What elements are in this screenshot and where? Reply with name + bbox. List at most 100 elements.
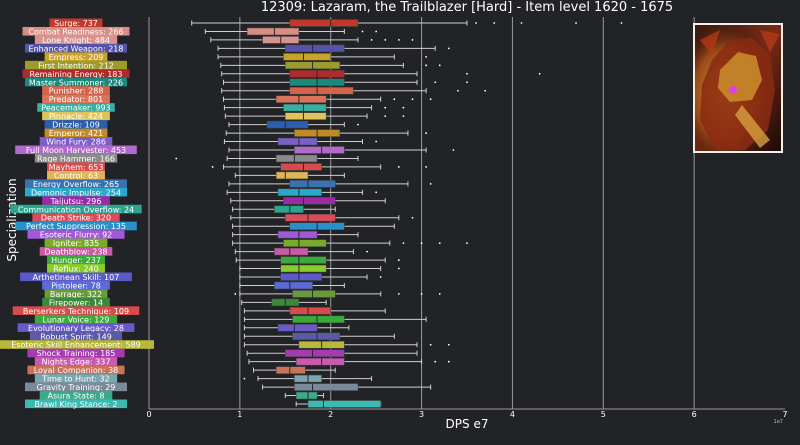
spec-label: Master Summoner: 226 xyxy=(29,78,123,87)
spec-label-bg xyxy=(44,128,108,138)
iqr-box xyxy=(292,315,345,324)
outlier-point xyxy=(234,293,237,295)
spec-label: Deathblow: 238 xyxy=(45,248,108,257)
iqr-box xyxy=(285,112,327,120)
spec-label: Communication Overflow: 24 xyxy=(18,205,134,214)
iqr-box xyxy=(295,391,318,400)
iqr-box xyxy=(280,163,322,171)
iqr-box xyxy=(275,366,306,374)
iqr-box xyxy=(289,307,331,315)
spec-label: Remaining Energy: 183 xyxy=(30,70,123,79)
outlier-point xyxy=(438,64,441,67)
y-axis-label: Specialization xyxy=(5,178,19,261)
x-tick-label: 7 xyxy=(782,410,787,419)
series-box xyxy=(248,357,450,366)
series-box xyxy=(223,78,468,87)
outlier-point xyxy=(466,242,468,245)
outlier-point xyxy=(384,106,387,109)
spec-label-bg xyxy=(44,238,108,248)
spec-label-bg xyxy=(29,331,123,341)
spec-label-bg xyxy=(27,230,125,239)
spec-label: Berserkers Technique: 109 xyxy=(23,307,129,316)
tick-layer: 0 1 2 3 4 5 6 7 xyxy=(146,410,787,419)
spec-label: Death Strike: 320 xyxy=(41,214,111,223)
outlier-point xyxy=(466,81,468,84)
series-box xyxy=(175,154,359,163)
x-axis-label: DPS e7 xyxy=(446,417,489,431)
spec-label: Reflux: 240 xyxy=(53,265,98,274)
series-box xyxy=(232,222,395,230)
series-box xyxy=(252,366,336,374)
series-box xyxy=(226,188,378,197)
outlier-point xyxy=(375,191,378,194)
spec-label: Lunar Voice: 129 xyxy=(43,315,110,324)
spec-label-bg xyxy=(25,43,127,53)
spec-label-bg xyxy=(25,77,127,87)
spec-label-bg xyxy=(39,137,113,146)
spec-label: Barrage: 322 xyxy=(50,290,102,299)
iqr-box xyxy=(277,324,318,332)
spec-label-bg xyxy=(32,213,120,222)
outlier-point xyxy=(429,98,432,101)
series-box xyxy=(235,256,400,264)
x-tick-label: 5 xyxy=(601,410,606,419)
series-box xyxy=(239,273,382,281)
spec-label: Mayhem: 653 xyxy=(49,163,104,172)
iqr-box xyxy=(277,230,318,239)
outlier-point xyxy=(575,22,577,24)
series-box xyxy=(241,298,327,307)
series-box xyxy=(246,349,418,357)
outlier-point xyxy=(366,250,368,253)
spec-label: Demonic Impulse: 254 xyxy=(31,188,121,197)
iqr-box xyxy=(307,400,381,408)
spec-label: Loyal Companion: 38 xyxy=(34,366,119,375)
iqr-box xyxy=(283,53,331,61)
spec-label: Combat Readiness: 266 xyxy=(28,27,123,36)
spec-label: Energy Overflow: 265 xyxy=(33,180,119,189)
outlier-point xyxy=(402,106,405,109)
spec-label-bg xyxy=(34,35,118,45)
x-tick-label: 0 xyxy=(146,410,151,419)
outlier-point xyxy=(457,89,459,92)
outlier-point xyxy=(375,30,378,33)
outlier-point xyxy=(425,132,428,134)
iqr-box xyxy=(280,256,327,264)
series-box xyxy=(221,86,487,95)
box-layer xyxy=(175,19,623,408)
series-box xyxy=(239,281,345,290)
series-box xyxy=(243,340,450,349)
iqr-box xyxy=(285,349,345,357)
spec-label: Empress: 209 xyxy=(49,53,104,62)
series-box xyxy=(232,239,468,247)
spec-label: Control: 63 xyxy=(54,171,98,180)
spec-label: Asura State: 8 xyxy=(48,392,105,401)
outlier-point xyxy=(402,115,405,118)
series-box xyxy=(234,290,441,298)
series-box xyxy=(191,19,623,27)
x-axis-offset-text: 1e7 xyxy=(774,419,783,425)
spec-label: Wind Fury: 286 xyxy=(46,138,106,147)
spec-label-bg xyxy=(49,18,103,28)
spec-label-bg xyxy=(22,69,130,78)
spec-label: Time to Hunt: 32 xyxy=(41,375,109,384)
spec-label: Perfect Suppression: 135 xyxy=(26,222,126,231)
iqr-box xyxy=(294,146,345,154)
spec-label: Full Moon Harvester: 453 xyxy=(26,146,126,155)
outlier-point xyxy=(397,267,400,270)
iqr-box xyxy=(294,383,359,391)
outlier-point xyxy=(397,166,400,168)
iqr-box xyxy=(283,239,327,247)
series-box xyxy=(210,36,414,44)
spec-label: Surge: 737 xyxy=(54,19,98,28)
spec-label-bg xyxy=(42,196,110,205)
series-box xyxy=(220,61,441,70)
outlier-point xyxy=(175,157,178,160)
iqr-box xyxy=(275,95,327,103)
outlier-point xyxy=(402,242,405,245)
x-tick-label: 2 xyxy=(328,410,333,419)
outlier-point xyxy=(620,22,623,24)
outlier-point xyxy=(493,22,496,24)
outlier-point xyxy=(411,39,414,41)
